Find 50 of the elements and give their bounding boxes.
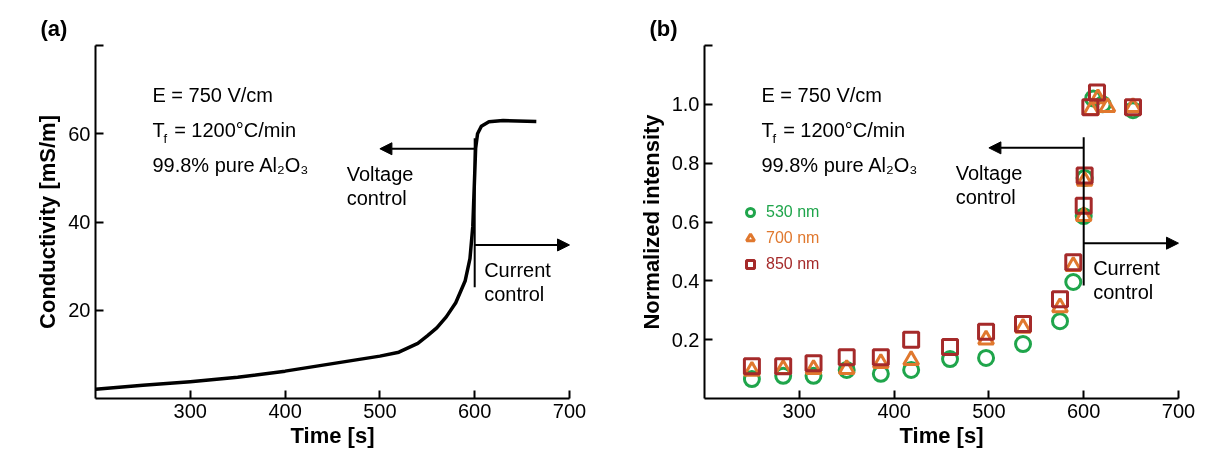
y-axis-title: Conductivity [mS/m] [35, 115, 61, 329]
legend-label: 700 nm [766, 228, 820, 247]
y-tick-label: 0.8 [671, 152, 700, 175]
x-tick-label: 500 [972, 399, 1006, 422]
annotation: E = 750 V/cm [761, 83, 883, 106]
annotation: 99.8% pure Al₂O₃ [152, 154, 309, 177]
y-tick-label: 0.4 [671, 269, 700, 292]
x-tick-label: 700 [552, 399, 587, 422]
y-tick-label: 0.2 [671, 328, 700, 351]
point [902, 330, 921, 349]
annotation: Voltage control [955, 161, 1023, 208]
x-tick-label: 400 [268, 399, 302, 422]
x-tick-label: 500 [363, 399, 397, 422]
annotation: Current control [484, 259, 552, 306]
x-tick-label: 700 [1161, 399, 1196, 422]
point [977, 348, 996, 367]
y-tick-label: 60 [68, 122, 91, 145]
x-tick-label: 600 [1067, 399, 1101, 422]
x-tick-label: 300 [173, 399, 207, 422]
y-tick-label: 40 [68, 211, 91, 233]
x-axis-title: Time [s] [290, 422, 375, 448]
point [977, 322, 996, 341]
annotation: Voltage control [346, 162, 414, 209]
point [871, 348, 890, 367]
y-tick-label: 0.6 [671, 211, 700, 233]
legend-label: 530 nm [766, 202, 820, 221]
annotation: 99.8% pure Al₂O₃ [761, 154, 918, 177]
y-tick-label: 20 [68, 299, 91, 322]
point [1087, 83, 1106, 102]
x-tick-label: 300 [782, 399, 816, 422]
y-axis-title: Normalized intensity [638, 113, 664, 330]
y-tick-label: 1.0 [671, 93, 700, 116]
x-tick-label: 600 [458, 399, 492, 422]
annotation: E = 750 V/cm [152, 83, 274, 106]
legend-label: 850 nm [766, 254, 820, 273]
point [1014, 335, 1033, 354]
point [1074, 196, 1093, 215]
point [1051, 290, 1069, 309]
chart-title: (a) [40, 15, 68, 41]
chart-title: (b) [649, 15, 678, 41]
annotation: Current control [1093, 257, 1161, 304]
point [941, 338, 960, 357]
point [1098, 97, 1117, 114]
point [804, 354, 823, 373]
point [837, 348, 856, 367]
x-tick-label: 400 [877, 399, 911, 422]
x-axis-title: Time [s] [899, 422, 984, 448]
point [1064, 273, 1083, 291]
point [1051, 312, 1069, 331]
point [902, 350, 921, 367]
